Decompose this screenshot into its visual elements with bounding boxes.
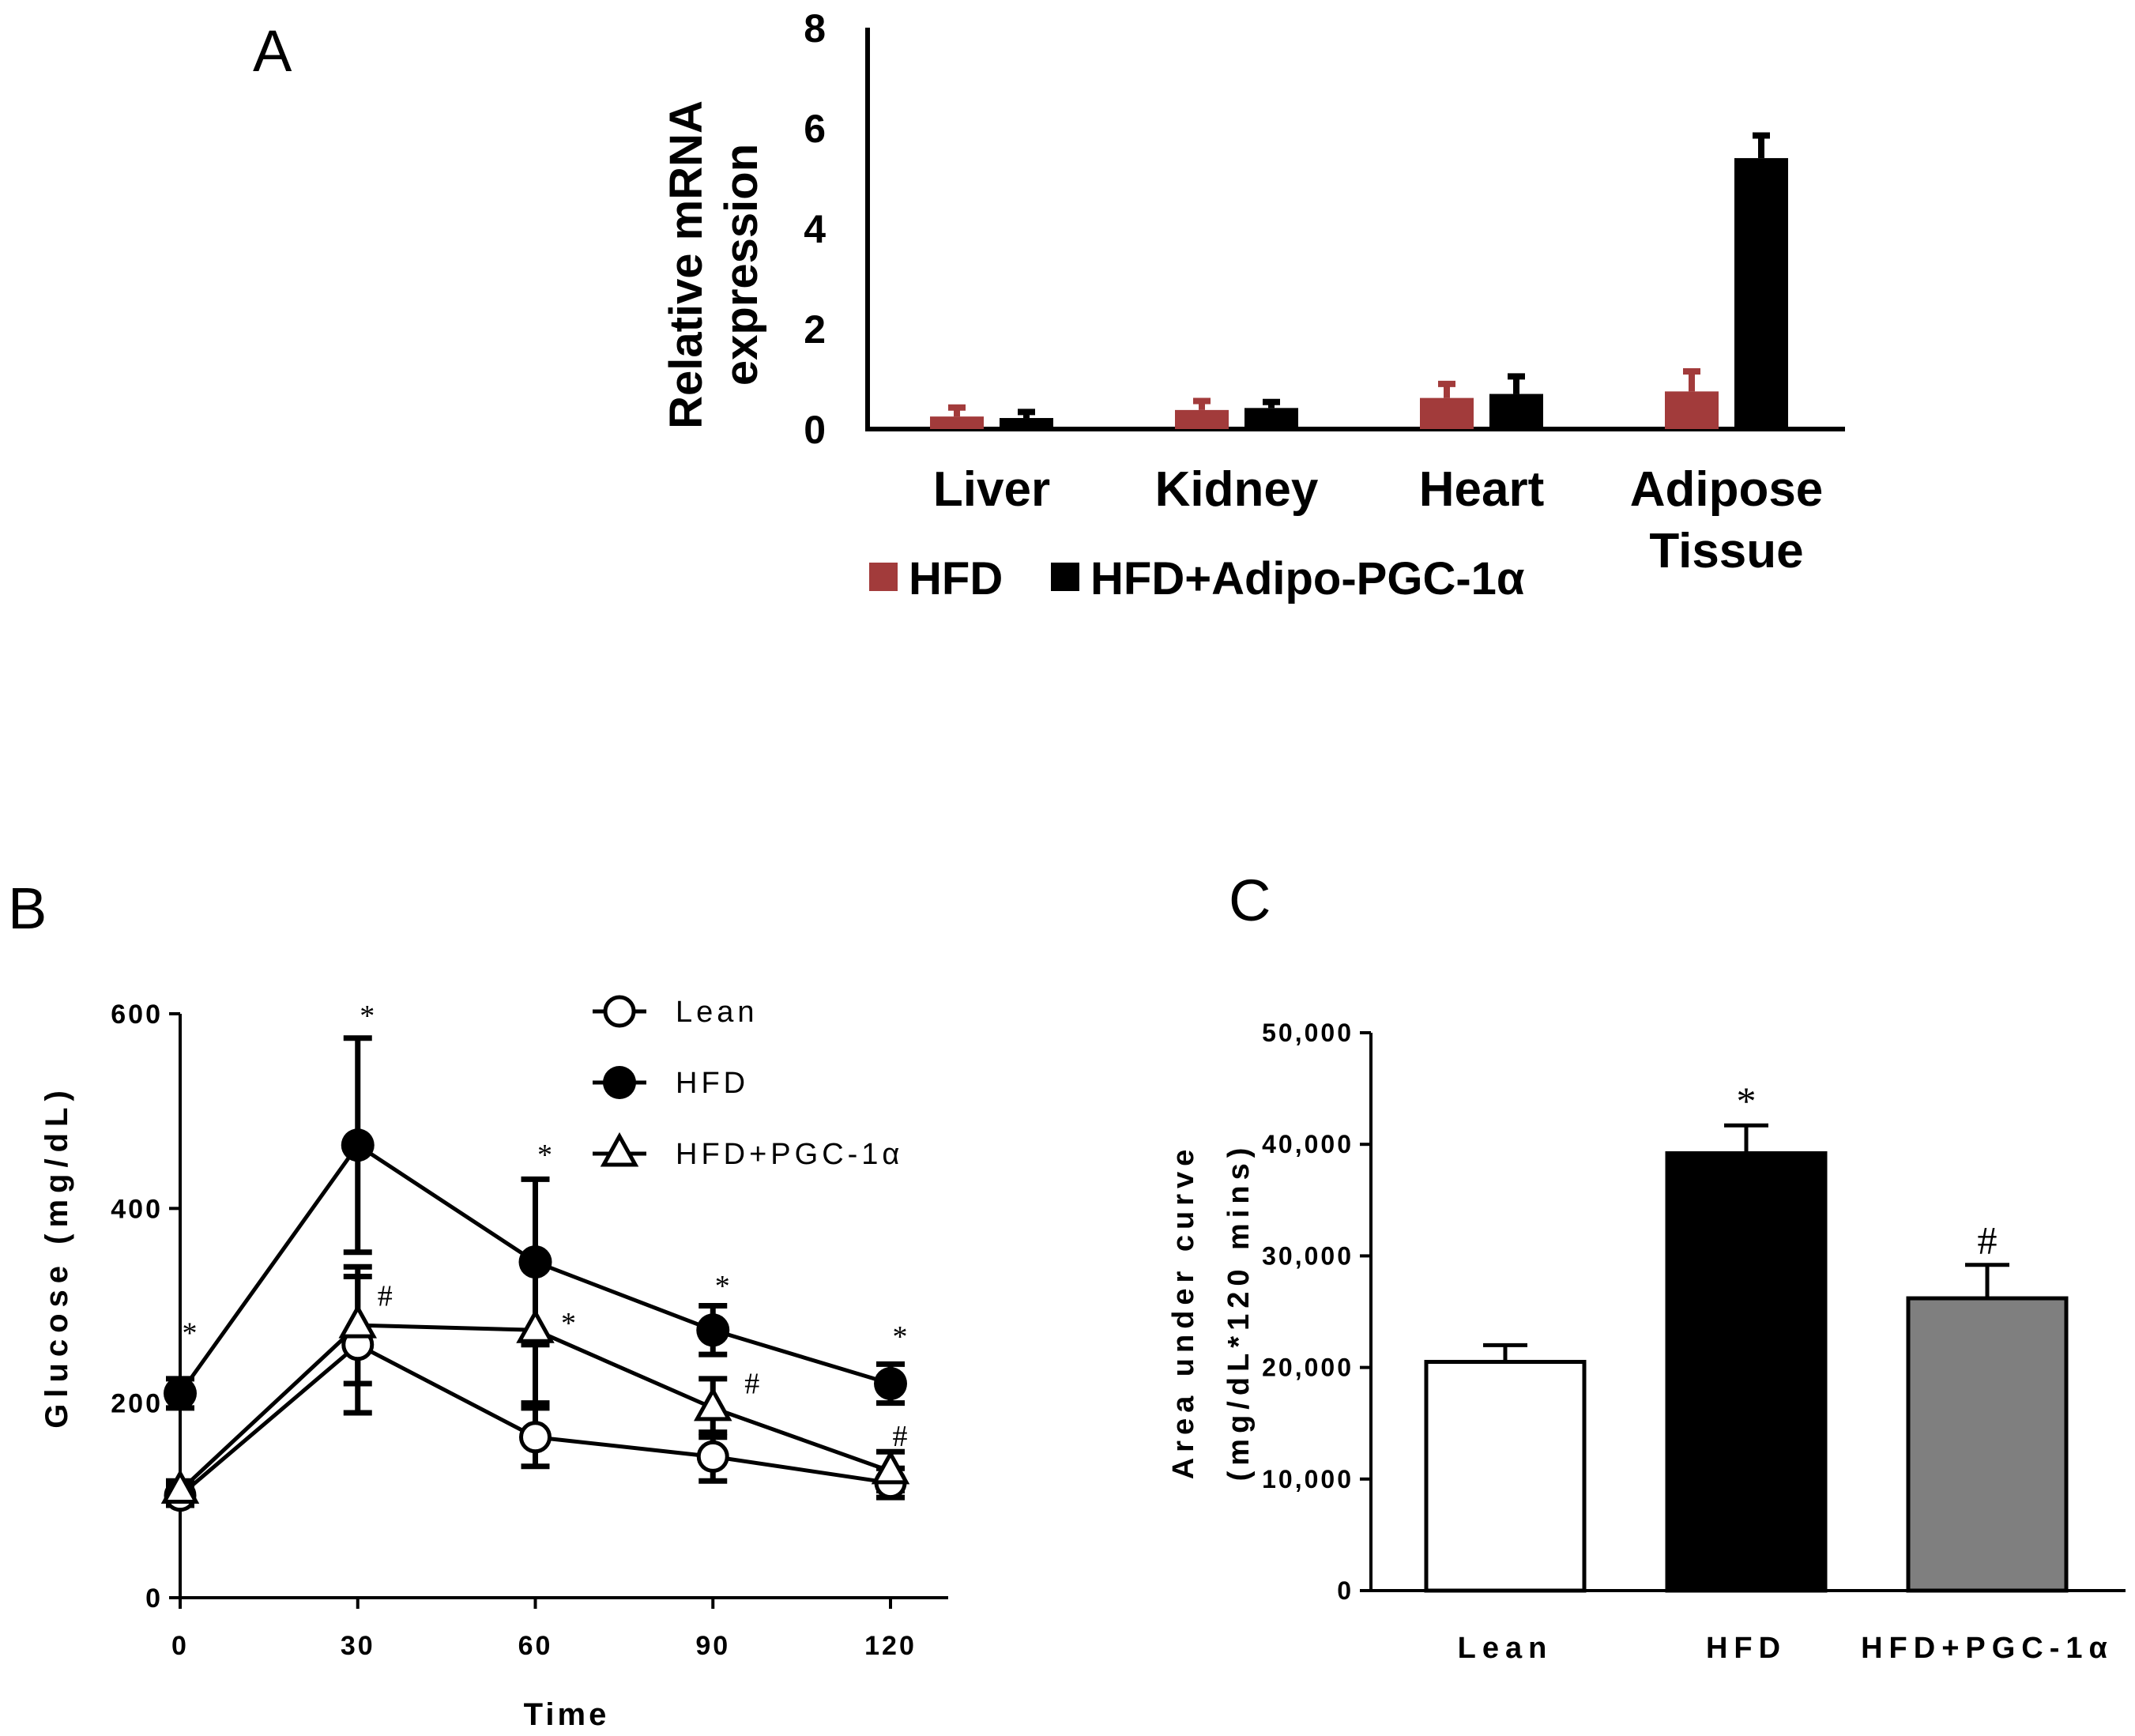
chart-b-series-hfd-point bbox=[518, 1245, 552, 1279]
chart-a-bar-hfd-adipo-pgc-1--heart bbox=[1489, 394, 1543, 429]
chart-b-legend-label: HFD+PGC-1α bbox=[676, 1138, 903, 1171]
chart-b-legend-marker bbox=[600, 1132, 639, 1167]
chart-b-xtick-label: 30 bbox=[341, 1631, 375, 1661]
chart-a-bar-hfd-adipo-pgc-1--kidney bbox=[1244, 408, 1298, 429]
chart-a-bar-hfd-adipo-pgc-1--adipose-tissue bbox=[1734, 158, 1788, 429]
chart-b-significance-mark: * bbox=[537, 1139, 552, 1172]
legend-label-hfd-adipo-pgc: HFD+Adipo-PGC-1α bbox=[1090, 553, 1525, 604]
chart-a: 0 2 4 6 8 Liver Kidney Heart Adipose Tissue Rela… bbox=[661, 6, 1845, 604]
chart-b-series-hfd-point bbox=[874, 1367, 907, 1401]
chart-a-bars bbox=[930, 132, 1788, 429]
chart-c-bar-hfd-pgc-1- bbox=[1906, 1296, 2069, 1593]
chart-a-ylabel-line2: expression bbox=[716, 144, 767, 386]
chart-a-bar-hfd-heart bbox=[1420, 397, 1474, 429]
chart-b-significance-mark: * bbox=[893, 1320, 908, 1354]
chart-a-ytick-label: 2 bbox=[804, 307, 826, 352]
chart-b-xtick-label: 0 bbox=[171, 1631, 189, 1661]
chart-a-ytick-label: 0 bbox=[804, 408, 826, 452]
chart-b-xtick-label: 60 bbox=[518, 1631, 553, 1661]
chart-a-xtick-label: Adipose bbox=[1630, 462, 1824, 517]
chart-b-legend-marker bbox=[603, 995, 636, 1028]
chart-b-series-hfd-pgc-1--point bbox=[871, 1449, 910, 1485]
chart-c-ylabel-line2: (mg/dL*120 mins) bbox=[1222, 1143, 1256, 1482]
chart-a-ytick-label: 6 bbox=[804, 107, 826, 151]
chart-b-ytick-label: 0 bbox=[145, 1583, 163, 1614]
chart-c-xtick-label: HFD+PGC-1α bbox=[1861, 1632, 2114, 1665]
chart-a-bar-hfd-kidney bbox=[1175, 409, 1229, 429]
panel-label-b: B bbox=[8, 876, 47, 941]
chart-b-series bbox=[160, 1035, 910, 1512]
chart-c-xtick-label: HFD bbox=[1706, 1632, 1787, 1665]
chart-c-bar-hfd bbox=[1665, 1150, 1828, 1593]
chart-b-legend-label: Lean bbox=[676, 996, 759, 1029]
chart-b-series-hfd-point bbox=[164, 1376, 197, 1410]
chart-b-series-hfd-pgc-1--point bbox=[338, 1303, 377, 1339]
chart-b-significance-mark: # bbox=[378, 1280, 393, 1313]
chart-b-legend: Lean HFD HFD+PGC-1α bbox=[593, 995, 903, 1171]
chart-c-ylabel-line1: Area under curve bbox=[1167, 1144, 1200, 1480]
chart-b-ytick-label: 400 bbox=[111, 1194, 163, 1224]
chart-a-xtick-label: Heart bbox=[1419, 462, 1545, 517]
chart-b-series-hfd-pgc-1--point bbox=[160, 1469, 200, 1504]
chart-b-ylabel: Glucose (mg/dL) bbox=[40, 1084, 74, 1429]
chart-a-bar-hfd-adipose-tissue bbox=[1665, 391, 1719, 429]
chart-c-ytick-label: 20,000 bbox=[1262, 1354, 1354, 1382]
chart-a-yticks: 0 2 4 6 8 bbox=[804, 6, 826, 452]
chart-a-xlabels: Liver Kidney Heart Adipose Tissue bbox=[933, 462, 1823, 578]
chart-c-ytick-label: 10,000 bbox=[1262, 1465, 1354, 1493]
panel-label-c: C bbox=[1229, 868, 1271, 933]
chart-b-series-hfd-point bbox=[696, 1313, 730, 1347]
chart-b-significance-mark: * bbox=[561, 1307, 576, 1340]
chart-b-series-hfd-point bbox=[341, 1128, 375, 1162]
chart-c-bar-lean bbox=[1424, 1360, 1587, 1593]
chart-a-ylabel: Relative mRNA expression bbox=[661, 100, 767, 429]
chart-a-xtick-label: Kidney bbox=[1155, 462, 1319, 517]
chart-c-significance-mark: * bbox=[1737, 1079, 1757, 1123]
legend-swatch-hfd bbox=[869, 563, 898, 591]
chart-b-significance-mark: * bbox=[183, 1316, 198, 1350]
chart-c-xlabels: Lean HFD HFD+PGC-1α bbox=[1458, 1632, 2114, 1665]
chart-a-xtick-label: Liver bbox=[933, 462, 1050, 517]
chart-c-ytick-label: 50,000 bbox=[1262, 1019, 1354, 1047]
chart-b-series-hfd-pgc-1--point bbox=[516, 1309, 555, 1343]
chart-b-series-lean-point bbox=[696, 1440, 729, 1473]
chart-b-significance-mark: # bbox=[893, 1420, 908, 1453]
chart-a-ytick-label: 8 bbox=[804, 6, 826, 51]
chart-b-xlabel: Time bbox=[524, 1697, 610, 1732]
chart-b-significance-mark: * bbox=[715, 1270, 730, 1303]
chart-c-ytick-label: 0 bbox=[1337, 1576, 1354, 1605]
chart-a-legend: HFD HFD+Adipo-PGC-1α bbox=[869, 553, 1525, 604]
chart-c-ytick-label: 40,000 bbox=[1262, 1130, 1354, 1158]
panel-label-a: A bbox=[253, 18, 292, 84]
chart-a-bar-hfd-adipo-pgc-1--liver bbox=[1000, 418, 1053, 429]
chart-b-legend-label: HFD bbox=[676, 1067, 749, 1100]
chart-c-xtick-label: Lean bbox=[1458, 1632, 1553, 1665]
chart-a-xtick-label: Tissue bbox=[1649, 524, 1803, 578]
chart-c-bars: *# bbox=[1424, 1079, 2069, 1593]
chart-b-xtick-label: 120 bbox=[864, 1631, 917, 1661]
chart-b: 0 200 400 600 0 30 60 90 120 * * # * * * # * # Time Gluc… bbox=[40, 995, 948, 1732]
chart-a-bar-hfd-liver bbox=[930, 416, 984, 429]
legend-swatch-hfd-adipo-pgc bbox=[1051, 563, 1079, 591]
chart-b-ytick-label: 600 bbox=[111, 1000, 163, 1030]
chart-c-ytick-label: 30,000 bbox=[1262, 1241, 1354, 1270]
chart-c-yticks: 0 10,000 20,000 30,000 40,000 50,000 bbox=[1262, 1019, 1371, 1605]
chart-b-legend-marker bbox=[603, 1066, 636, 1099]
chart-a-ylabel-line1: Relative mRNA bbox=[661, 100, 712, 429]
chart-b-significance-mark: # bbox=[744, 1367, 759, 1400]
chart-b-annotations: * * # * * * # * # bbox=[183, 1000, 908, 1453]
chart-b-xtick-label: 90 bbox=[695, 1631, 730, 1661]
chart-b-significance-mark: * bbox=[360, 1000, 375, 1033]
chart-c-significance-mark: # bbox=[1978, 1218, 1998, 1263]
chart-b-series-hfd-pgc-1--point bbox=[694, 1386, 732, 1422]
chart-b-axes bbox=[179, 1014, 948, 1599]
chart-b-series-lean-point bbox=[519, 1421, 552, 1454]
chart-b-ytick-label: 200 bbox=[111, 1389, 163, 1419]
chart-a-ytick-label: 4 bbox=[804, 207, 826, 251]
legend-label-hfd: HFD bbox=[909, 553, 1003, 604]
